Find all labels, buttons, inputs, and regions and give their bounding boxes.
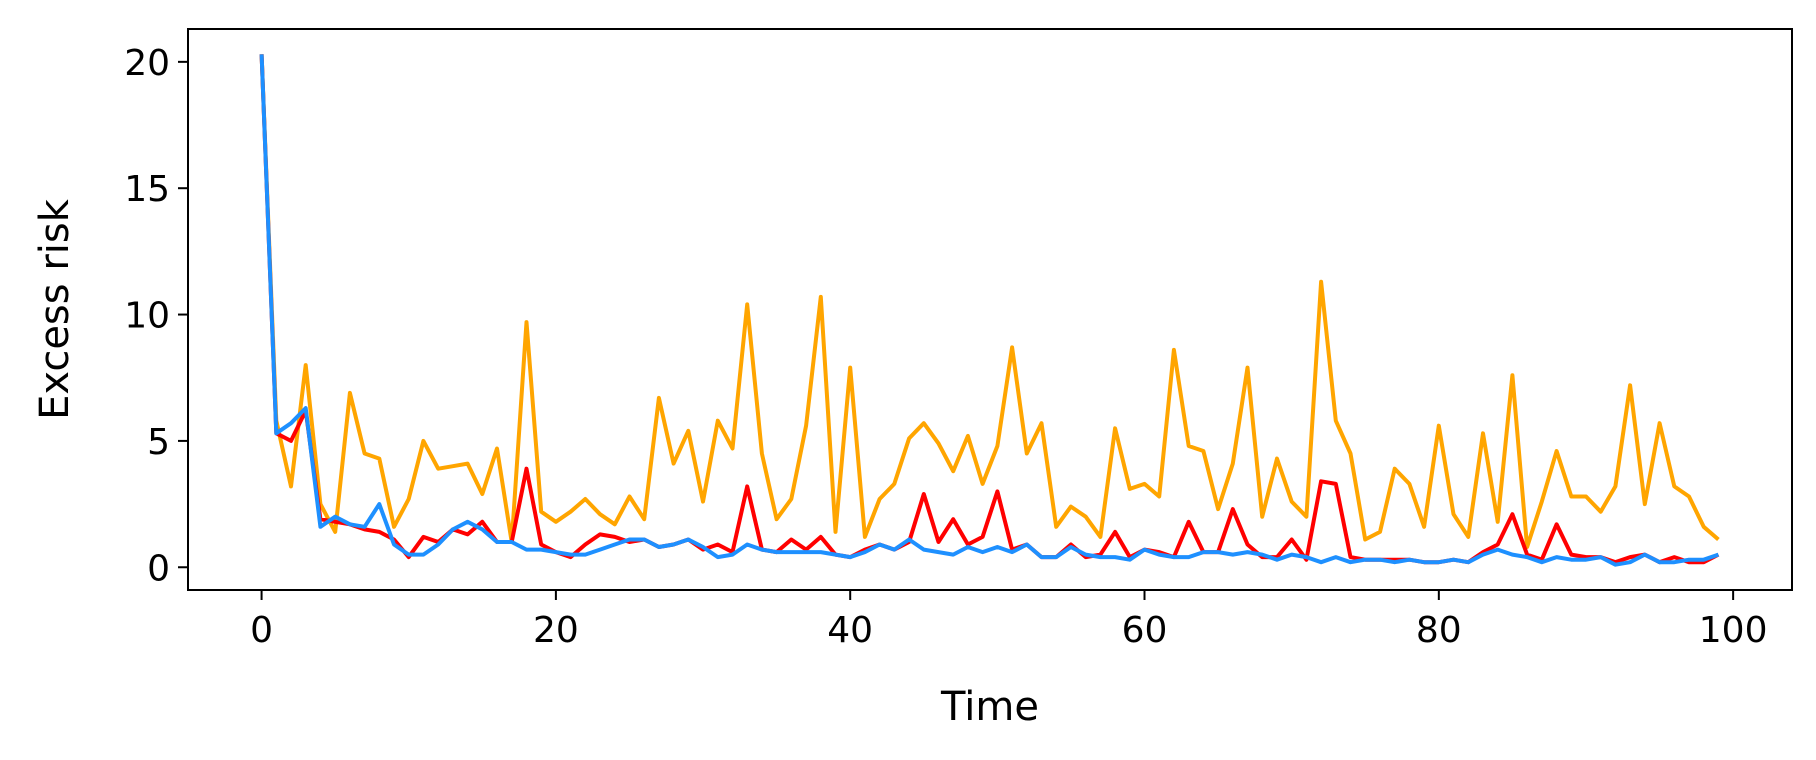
y-tick-label: 15	[124, 169, 170, 210]
x-tick-label: 100	[1699, 610, 1768, 651]
series-line-3	[259, 54, 1720, 567]
x-tick-label: 40	[827, 610, 873, 651]
y-axis-title: Excess risk	[32, 198, 78, 420]
series-layer	[259, 54, 1720, 567]
x-axis-title: Time	[940, 684, 1039, 730]
y-tick-label: 10	[124, 296, 170, 337]
y-tick-label: 20	[124, 43, 170, 84]
plot-frame	[187, 28, 1793, 591]
x-tick-label: 0	[250, 610, 273, 651]
y-tick-label: 5	[147, 422, 170, 463]
y-axis: 0 5 10 15 20	[124, 43, 188, 589]
y-tick-label: 0	[147, 548, 170, 589]
x-tick-label: 80	[1416, 610, 1462, 651]
x-tick-label: 20	[533, 610, 579, 651]
series-line-1	[259, 54, 1720, 549]
x-tick-label: 60	[1122, 610, 1168, 651]
x-axis: 0 20 40 60 80 100	[250, 590, 1767, 651]
